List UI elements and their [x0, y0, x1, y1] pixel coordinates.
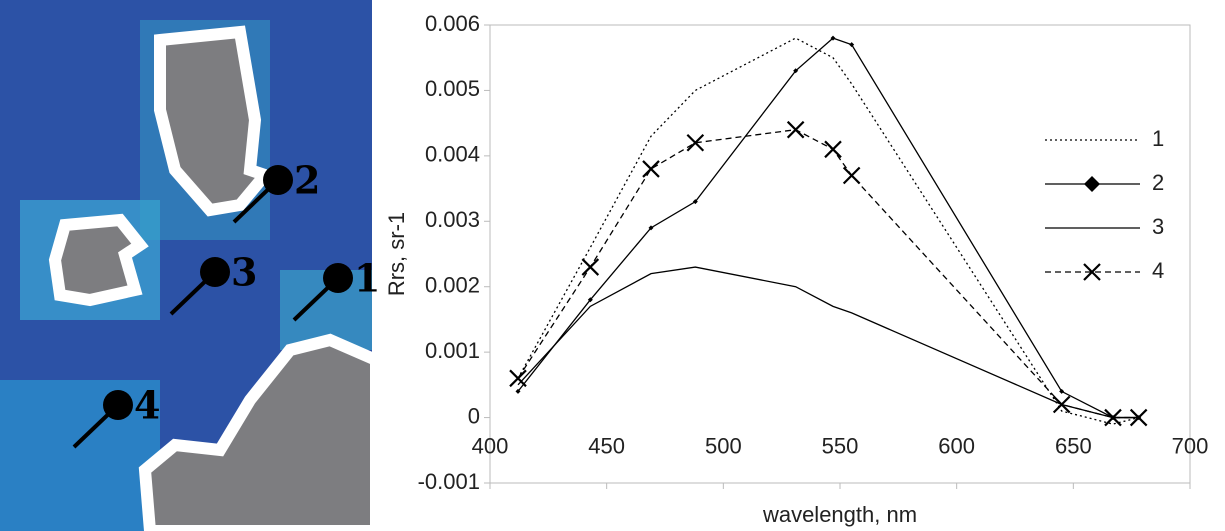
series-line — [517, 266, 1139, 419]
x-marker — [581, 258, 600, 276]
y-tick-label: 0.003 — [425, 207, 480, 232]
diamond-marker — [515, 388, 521, 394]
x-marker — [842, 166, 861, 185]
y-tick-label: 0 — [468, 403, 480, 428]
x-tick-label: 700 — [1172, 433, 1209, 458]
y-tick-label: -0.001 — [418, 469, 480, 494]
y-tick-label: 0.001 — [425, 338, 480, 363]
diamond-marker — [648, 225, 654, 231]
x-marker — [1052, 395, 1071, 414]
pin-head — [103, 390, 133, 420]
legend-label: 4 — [1152, 258, 1164, 283]
diamond-marker — [793, 68, 799, 74]
legend-marker — [1084, 176, 1100, 192]
series-line — [517, 129, 1139, 419]
marker-label: 2 — [294, 158, 320, 203]
x-marker — [786, 120, 805, 139]
y-axis-label: Rrs, sr-1 — [384, 212, 409, 296]
x-marker — [824, 140, 842, 159]
marker-label: 3 — [231, 250, 257, 295]
diamond-marker — [587, 297, 593, 303]
x-marker — [686, 133, 705, 152]
diamond-marker — [692, 199, 698, 205]
x-tick-label: 650 — [1055, 433, 1092, 458]
x-tick-label: 450 — [588, 433, 625, 458]
diamond-marker — [830, 35, 836, 41]
x-tick-label: 500 — [705, 433, 742, 458]
pin-head — [200, 257, 230, 287]
plot-frame — [489, 24, 1191, 484]
marker-label: 4 — [134, 383, 160, 428]
map-markers: 1 2 3 4 — [72, 158, 380, 449]
legend-label: 2 — [1152, 170, 1164, 195]
diamond-marker — [1059, 388, 1065, 394]
y-tick-label: 0.006 — [425, 11, 480, 36]
y-tick-label: 0.005 — [425, 76, 480, 101]
chart: wavelength, nm Rrs, sr-1 -0.001 0 0.001 0.0… — [384, 11, 1209, 527]
x-tick-label: 600 — [938, 433, 975, 458]
x-marker — [1104, 408, 1122, 427]
pin-head — [323, 263, 353, 293]
x-marker — [509, 369, 527, 388]
legend-marker — [1083, 263, 1101, 281]
y-tick-label: 0.002 — [425, 273, 480, 298]
marker-label: 1 — [354, 256, 380, 301]
pin-head — [263, 165, 293, 195]
x-tick-label: 400 — [472, 433, 509, 458]
legend-label: 3 — [1152, 214, 1164, 239]
x-marker — [642, 160, 660, 178]
x-tick-label: 550 — [822, 433, 859, 458]
series-line — [517, 37, 1139, 425]
series-line — [517, 37, 1139, 419]
satellite-image — [0, 0, 382, 531]
x-axis-label: wavelength, nm — [762, 502, 917, 527]
diamond-marker — [849, 42, 855, 48]
y-tick-label: 0.004 — [425, 142, 480, 167]
x-marker — [1129, 408, 1148, 427]
legend-label: 1 — [1152, 126, 1164, 151]
